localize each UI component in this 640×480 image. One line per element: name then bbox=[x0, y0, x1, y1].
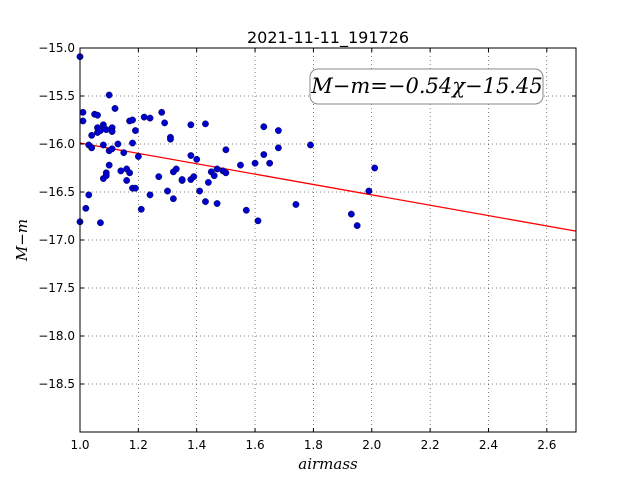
data-point bbox=[307, 141, 314, 149]
data-point bbox=[140, 113, 148, 121]
data-point bbox=[196, 187, 204, 195]
data-point bbox=[105, 91, 113, 99]
x-tick-label: 1.0 bbox=[70, 438, 89, 452]
data-point bbox=[164, 187, 171, 195]
y-tick-label: −16.5 bbox=[38, 185, 75, 199]
data-point bbox=[114, 140, 122, 148]
data-point bbox=[169, 195, 177, 203]
data-point bbox=[222, 146, 230, 154]
data-point bbox=[254, 217, 262, 225]
y-tick-label: −17.5 bbox=[38, 281, 75, 295]
x-tick-label: 2.0 bbox=[362, 438, 381, 452]
data-point bbox=[85, 191, 93, 199]
data-point bbox=[97, 219, 104, 227]
data-point bbox=[213, 165, 221, 173]
data-point bbox=[213, 200, 221, 207]
data-point bbox=[146, 114, 154, 122]
x-ticks: 1.0 1.2 1.4 1.6 1.8 2.0 2.2 2.4 2.6 bbox=[70, 48, 556, 452]
data-point bbox=[193, 155, 201, 163]
x-tick-label: 2.2 bbox=[421, 438, 440, 452]
data-point bbox=[88, 144, 96, 152]
data-point bbox=[146, 191, 154, 199]
y-axis-label: M−m bbox=[13, 219, 31, 262]
data-point bbox=[117, 167, 125, 175]
y-tick-label: −17.0 bbox=[38, 233, 75, 247]
data-point bbox=[134, 153, 142, 160]
data-point bbox=[108, 145, 116, 153]
data-point bbox=[347, 210, 355, 218]
data-point bbox=[158, 108, 166, 116]
data-point bbox=[210, 172, 218, 180]
data-point bbox=[126, 169, 134, 177]
y-tick-label: −18.0 bbox=[38, 329, 75, 343]
data-point bbox=[123, 177, 131, 184]
data-point bbox=[274, 144, 282, 152]
data-point bbox=[105, 161, 113, 169]
y-tick-label: −15.0 bbox=[38, 41, 75, 55]
equation-annotation: M−m=−0.54χ−15.45 bbox=[310, 74, 542, 98]
data-point bbox=[132, 127, 139, 134]
data-point bbox=[94, 111, 101, 119]
data-point bbox=[222, 169, 230, 177]
y-tick-label: −16.0 bbox=[38, 137, 75, 151]
data-point bbox=[251, 159, 259, 167]
data-point bbox=[79, 108, 87, 116]
x-tick-label: 2.4 bbox=[479, 438, 498, 452]
x-axis-label: airmass bbox=[298, 455, 358, 473]
data-point bbox=[172, 165, 180, 173]
data-point bbox=[187, 121, 195, 129]
data-point bbox=[167, 135, 174, 143]
data-point bbox=[365, 187, 373, 195]
x-tick-label: 1.6 bbox=[246, 438, 265, 452]
data-point bbox=[137, 205, 145, 213]
data-point bbox=[82, 204, 90, 212]
y-tick-label: −15.5 bbox=[38, 89, 75, 103]
x-tick-label: 1.8 bbox=[304, 438, 323, 452]
data-point bbox=[97, 127, 104, 134]
data-point bbox=[242, 206, 250, 214]
data-point bbox=[155, 173, 163, 181]
data-point bbox=[371, 164, 379, 172]
data-point bbox=[274, 127, 282, 134]
data-point bbox=[202, 198, 209, 206]
data-point bbox=[99, 141, 107, 149]
x-tick-label: 1.4 bbox=[187, 438, 206, 452]
data-point bbox=[108, 128, 116, 135]
data-point bbox=[202, 120, 209, 128]
data-point bbox=[204, 178, 212, 186]
data-point bbox=[260, 123, 268, 131]
fit-line bbox=[79, 142, 577, 232]
data-point bbox=[88, 131, 96, 139]
y-ticks: −15.0 −15.5 −16.0 −16.5 −17.0 −17.5 −18.0 −18.5 bbox=[38, 41, 576, 391]
equation-box bbox=[309, 68, 544, 105]
data-point bbox=[266, 159, 274, 167]
data-point bbox=[178, 176, 186, 183]
data-point bbox=[237, 161, 244, 169]
data-point bbox=[353, 222, 361, 230]
data-points bbox=[76, 53, 379, 230]
chart-title: 2021-11-11_191726 bbox=[247, 28, 409, 48]
data-point bbox=[190, 173, 198, 181]
data-point bbox=[132, 184, 139, 192]
data-point bbox=[292, 201, 300, 208]
x-tick-label: 2.6 bbox=[537, 438, 556, 452]
data-point bbox=[120, 149, 128, 157]
data-point bbox=[187, 152, 195, 159]
y-tick-label: −18.5 bbox=[38, 377, 75, 391]
data-point bbox=[102, 126, 110, 134]
fit-line-group bbox=[79, 142, 577, 232]
x-tick-label: 1.2 bbox=[129, 438, 148, 452]
data-point bbox=[79, 117, 87, 125]
data-point bbox=[102, 172, 110, 180]
data-point bbox=[260, 151, 268, 158]
data-point bbox=[111, 105, 119, 112]
data-point bbox=[129, 139, 136, 147]
data-point bbox=[161, 119, 169, 127]
data-point bbox=[129, 116, 136, 124]
